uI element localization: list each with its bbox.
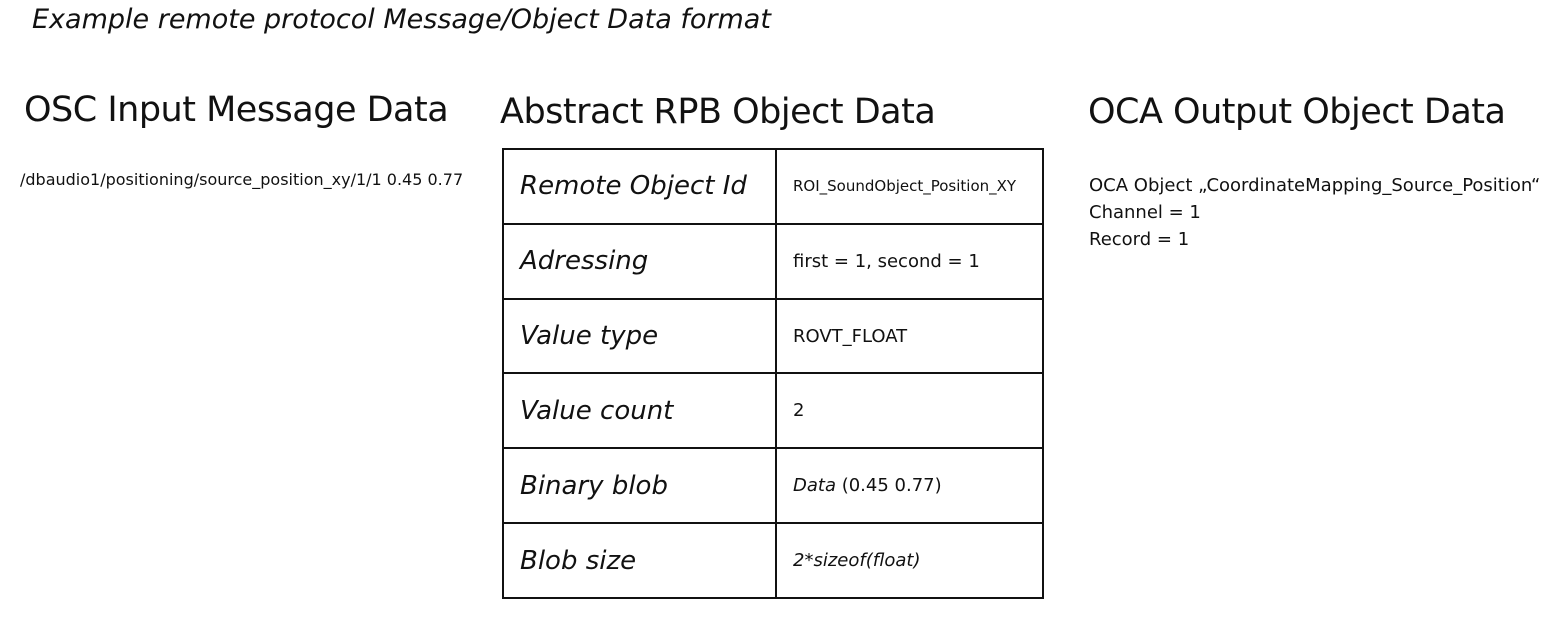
table-row: Adressing first = 1, second = 1	[502, 222, 1044, 300]
oca-record-line: Record = 1	[1089, 229, 1190, 250]
oca-object-line: OCA Object „CoordinateMapping_Source_Pos…	[1089, 175, 1541, 196]
row-value-binary-blob: Data (0.45 0.77)	[775, 447, 1044, 525]
rpb-object-table: Remote Object Id ROI_SoundObject_Positio…	[502, 148, 1044, 599]
osc-message-text: /dbaudio1/positioning/source_position_xy…	[20, 170, 464, 189]
oca-channel-line: Channel = 1	[1089, 202, 1201, 223]
table-row: Binary blob Data (0.45 0.77)	[502, 447, 1044, 525]
table-row: Value count 2	[502, 372, 1044, 450]
page-title: Example remote protocol Message/Object D…	[32, 4, 771, 35]
row-key-value-count: Value count	[502, 372, 777, 450]
row-key-remote-object-id: Remote Object Id	[502, 148, 777, 225]
row-value-blob-size: 2*sizeof(float)	[775, 522, 1044, 599]
row-value-remote-object-id: ROI_SoundObject_Position_XY	[775, 148, 1044, 225]
oca-object-description: OCA Object „CoordinateMapping_Source_Pos…	[1089, 172, 1540, 253]
row-key-blob-size: Blob size	[502, 522, 777, 599]
row-value-value-count: 2	[775, 372, 1044, 450]
row-key-binary-blob: Binary blob	[502, 447, 777, 525]
table-row: Blob size 2*sizeof(float)	[502, 522, 1044, 599]
row-key-adressing: Adressing	[502, 222, 777, 300]
row-key-value-type: Value type	[502, 297, 777, 375]
table-row: Value type ROVT_FLOAT	[502, 297, 1044, 375]
oca-output-heading: OCA Output Object Data	[1088, 92, 1506, 132]
table-row: Remote Object Id ROI_SoundObject_Positio…	[502, 148, 1044, 225]
row-value-value-type: ROVT_FLOAT	[775, 297, 1044, 375]
osc-input-heading: OSC Input Message Data	[24, 90, 449, 130]
rpb-object-heading: Abstract RPB Object Data	[500, 92, 936, 132]
row-value-adressing: first = 1, second = 1	[775, 222, 1044, 300]
binary-blob-data-label: Data	[793, 475, 836, 497]
binary-blob-data-values: (0.45 0.77)	[835, 475, 942, 497]
